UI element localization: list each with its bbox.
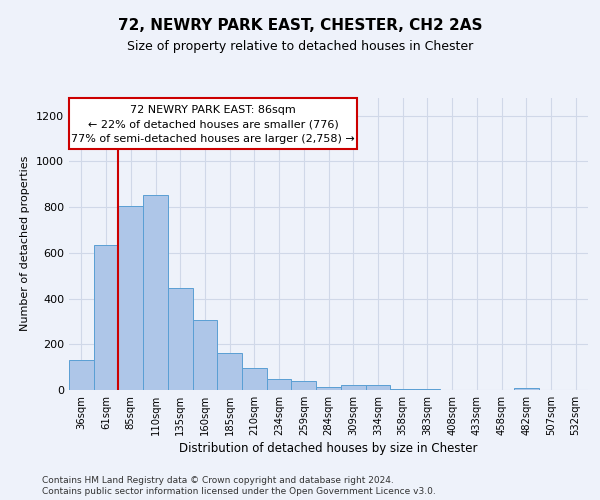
Text: ← 22% of detached houses are smaller (776): ← 22% of detached houses are smaller (77…	[88, 120, 338, 130]
X-axis label: Distribution of detached houses by size in Chester: Distribution of detached houses by size …	[179, 442, 478, 455]
Bar	[267, 378, 292, 390]
Text: Contains HM Land Registry data © Crown copyright and database right 2024.: Contains HM Land Registry data © Crown c…	[42, 476, 394, 485]
Bar	[242, 368, 267, 390]
Bar	[514, 388, 539, 390]
Text: 72, NEWRY PARK EAST, CHESTER, CH2 2AS: 72, NEWRY PARK EAST, CHESTER, CH2 2AS	[118, 18, 482, 32]
Bar	[316, 386, 341, 390]
Text: 72 NEWRY PARK EAST: 86sqm: 72 NEWRY PARK EAST: 86sqm	[130, 105, 296, 115]
Bar	[118, 206, 143, 390]
Bar	[69, 360, 94, 390]
Bar	[365, 386, 390, 390]
Bar	[390, 389, 415, 390]
Y-axis label: Number of detached properties: Number of detached properties	[20, 156, 31, 332]
Bar	[292, 382, 316, 390]
Text: 77% of semi-detached houses are larger (2,758) →: 77% of semi-detached houses are larger (…	[71, 134, 355, 144]
Text: Contains public sector information licensed under the Open Government Licence v3: Contains public sector information licen…	[42, 487, 436, 496]
FancyBboxPatch shape	[69, 98, 357, 148]
Bar	[415, 389, 440, 390]
Bar	[94, 245, 118, 390]
Bar	[193, 320, 217, 390]
Bar	[143, 194, 168, 390]
Bar	[217, 354, 242, 390]
Bar	[341, 386, 365, 390]
Bar	[168, 288, 193, 390]
Text: Size of property relative to detached houses in Chester: Size of property relative to detached ho…	[127, 40, 473, 53]
